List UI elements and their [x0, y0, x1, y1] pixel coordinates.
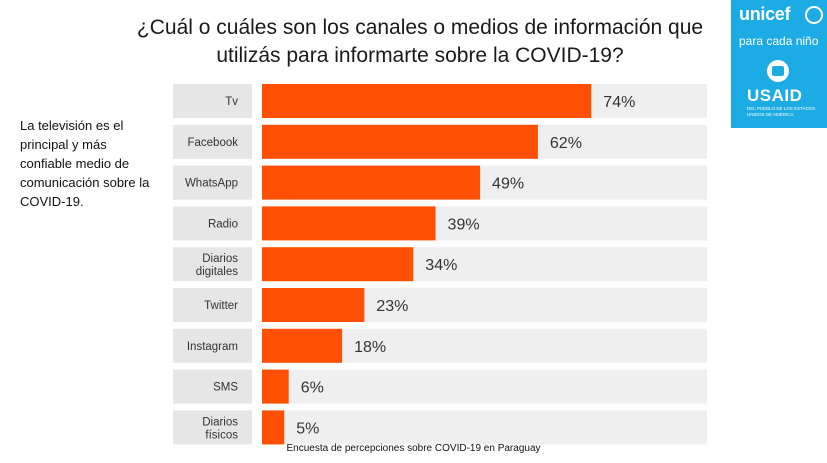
category-label-bg-whatsapp	[173, 165, 252, 200]
value-label-tv: 74%	[603, 94, 635, 111]
bar-tv	[262, 84, 592, 118]
category-label-bg-diarios-fisicos	[173, 410, 252, 445]
category-label-bg-facebook	[173, 124, 252, 159]
usaid-logo: USAID	[747, 86, 803, 105]
value-label-instagram: 18%	[354, 339, 386, 356]
bar-radio	[262, 206, 436, 241]
usaid-subtitle: DEL PUEBLO DE LOS ESTADOS UNIDOS DE AMÉR…	[747, 106, 816, 117]
unicef-emblem-icon	[805, 6, 823, 24]
category-label-radio: Radio	[208, 218, 238, 230]
value-label-sms: 6%	[301, 380, 324, 397]
value-label-diarios-fisicos: 5%	[296, 420, 319, 437]
bar-whatsapp	[262, 165, 481, 200]
category-label-bg-sms	[173, 369, 252, 404]
value-label-diarios-digitales: 34%	[425, 257, 457, 274]
value-label-facebook: 62%	[550, 135, 582, 152]
category-label-instagram: Instagram	[187, 341, 238, 353]
bar-diarios-digitales	[262, 247, 414, 282]
value-label-radio: 39%	[448, 216, 480, 233]
bar-track-diarios-fisicos	[262, 410, 707, 445]
unicef-tagline: para cada niño	[739, 34, 819, 48]
category-label-bg-diarios-digitales	[173, 247, 252, 282]
side-note: La televisión es el principal y más conf…	[20, 118, 150, 209]
category-label-twitter: Twitter	[204, 300, 238, 312]
category-label-diarios-fisicos: Diarios físicos	[202, 416, 238, 441]
category-label-diarios-digitales: Diarios digitales	[196, 253, 238, 278]
bar-diarios-fisicos	[262, 410, 285, 445]
usaid-seal-icon	[767, 60, 789, 82]
unicef-logo: unicef	[739, 4, 791, 24]
category-label-bg-tv	[173, 84, 252, 118]
category-label-bg-radio	[173, 206, 252, 241]
source-note: Encuesta de percepciones sobre COVID-19 …	[286, 443, 541, 454]
category-label-tv: Tv	[225, 96, 238, 108]
bar-track-sms	[262, 369, 707, 404]
bar-facebook	[262, 124, 538, 159]
bar-sms	[262, 369, 289, 404]
category-label-sms: SMS	[213, 382, 238, 394]
category-label-bg-instagram	[173, 328, 252, 363]
bar-instagram	[262, 328, 343, 363]
chart-title: ¿Cuál o cuáles son los canales o medios …	[136, 16, 704, 67]
value-label-whatsapp: 49%	[492, 176, 524, 193]
category-label-whatsapp: WhatsApp	[185, 178, 238, 190]
category-label-facebook: Facebook	[187, 137, 238, 149]
value-label-twitter: 23%	[376, 298, 408, 315]
category-label-bg-twitter	[173, 288, 252, 322]
bar-twitter	[262, 288, 365, 322]
sponsor-logos: unicef para cada niño USAID DEL PUEBLO D…	[731, 0, 827, 128]
